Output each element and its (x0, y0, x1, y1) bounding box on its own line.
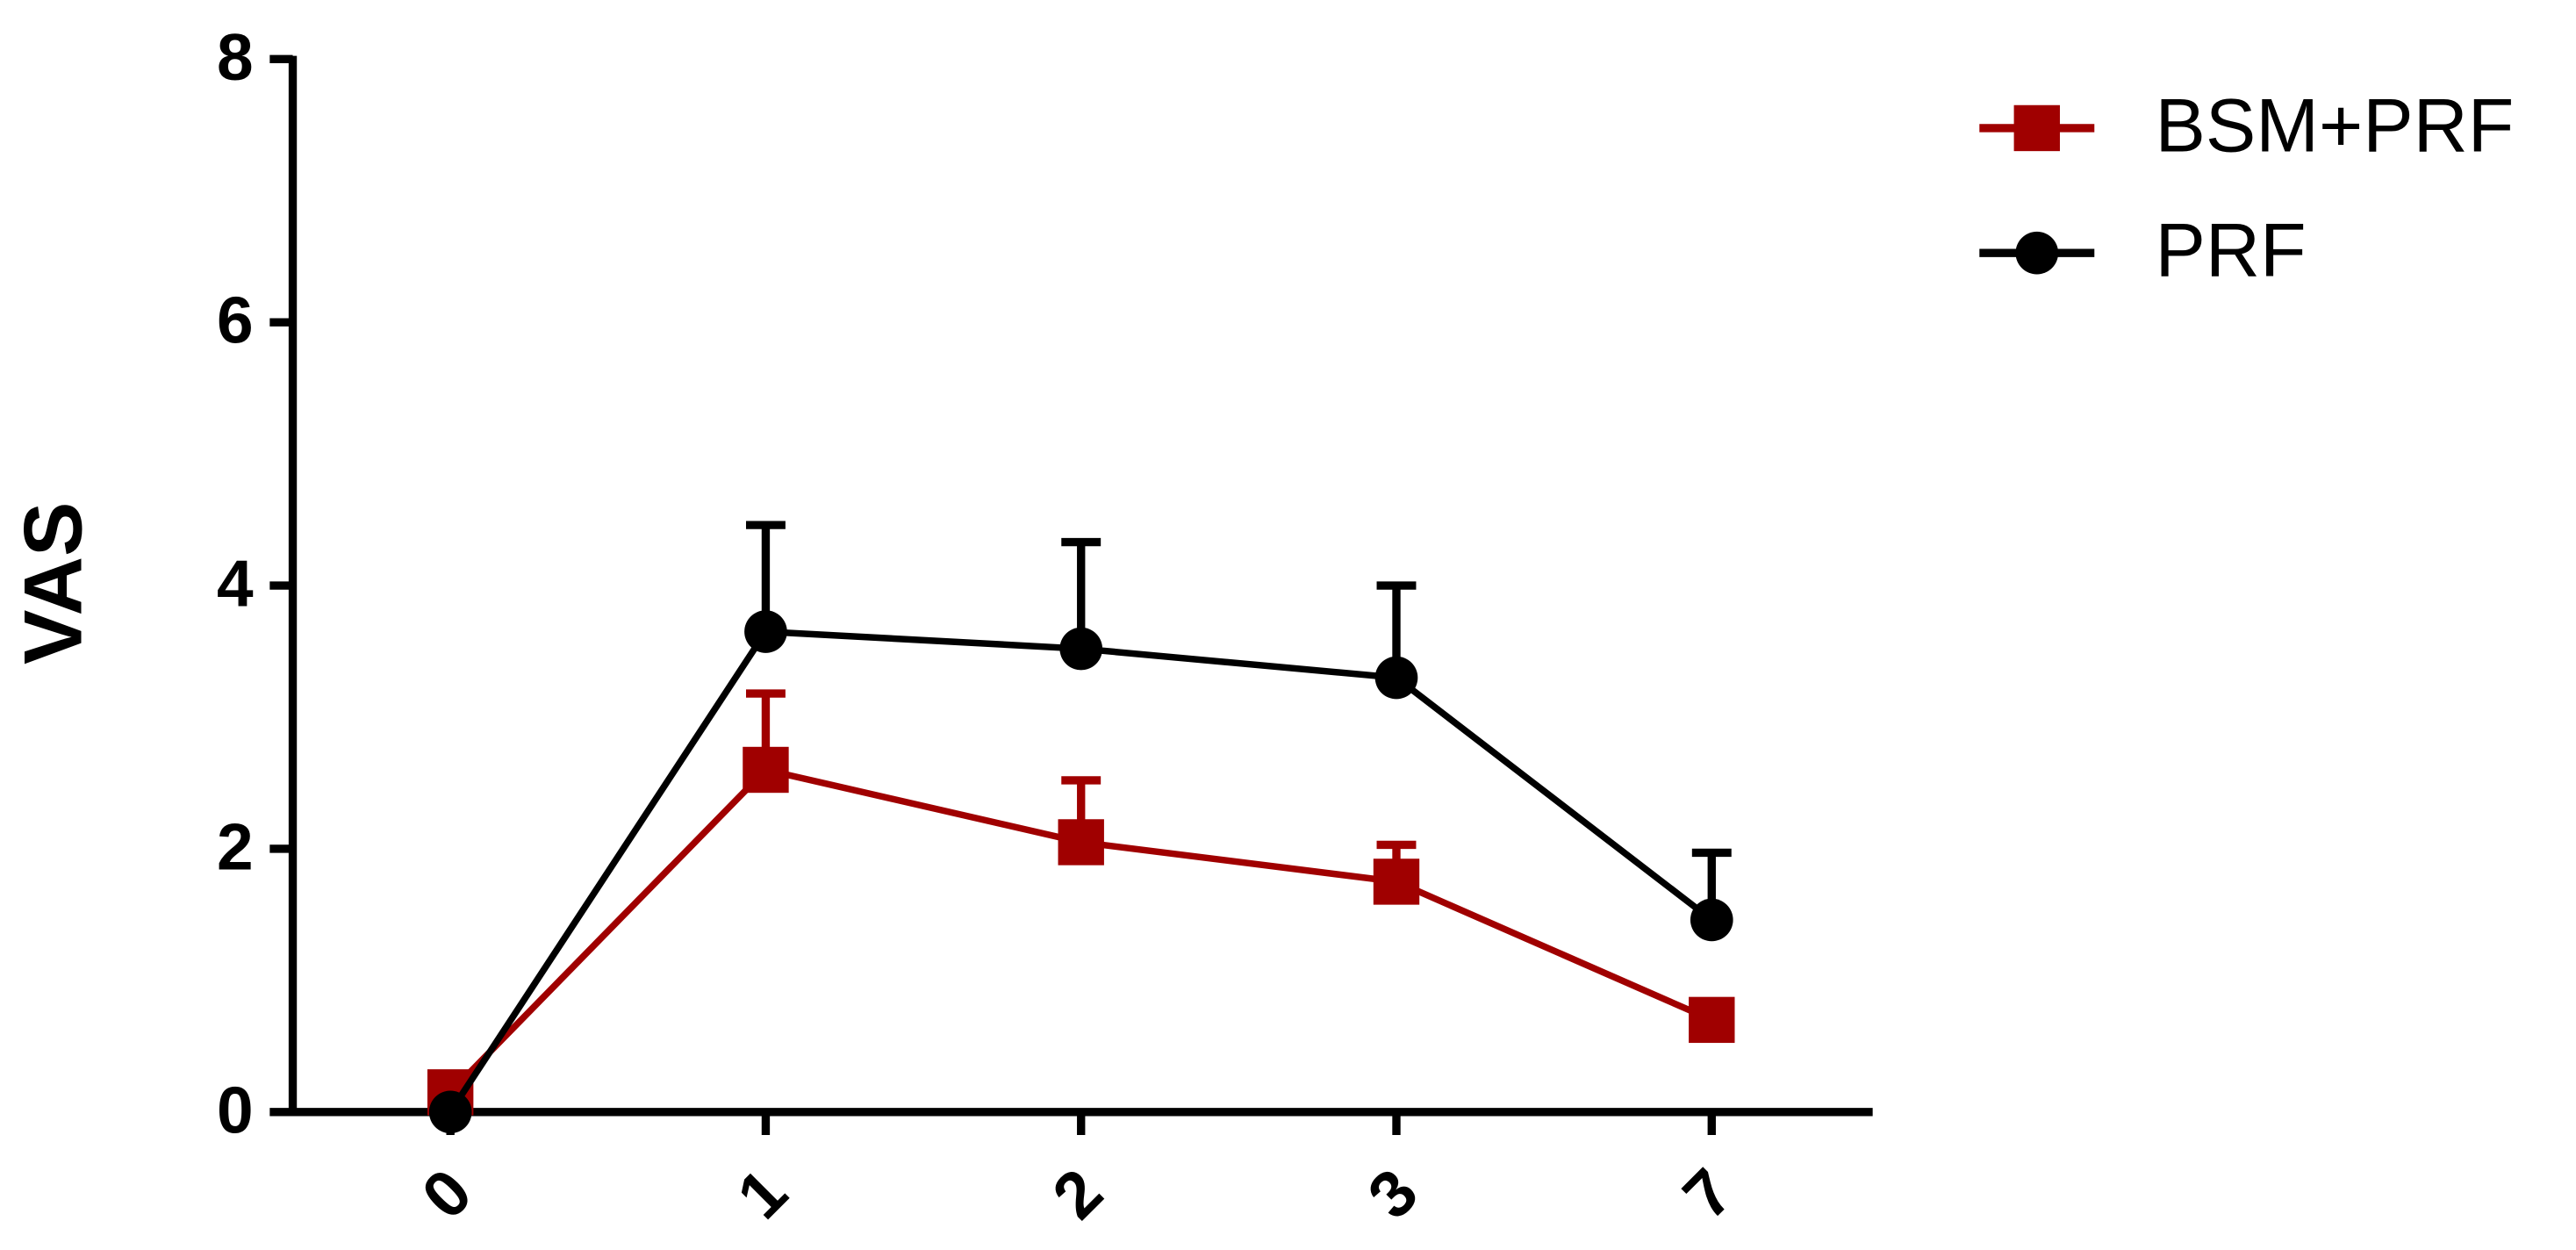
y-tick-label: 4 (217, 547, 254, 621)
x-tick-label: 7 (1668, 1154, 1747, 1232)
legend-marker (2015, 231, 2059, 275)
x-tick-label: 3 (1353, 1154, 1432, 1232)
data-point (1689, 996, 1735, 1044)
data-point (1373, 858, 1420, 905)
data-point (744, 610, 787, 653)
y-axis-label: VAS (7, 502, 99, 665)
data-point (743, 746, 789, 794)
y-tick-label: 0 (217, 1073, 254, 1146)
y-tick-label: 8 (217, 20, 254, 94)
x-tick-label: 0 (407, 1154, 485, 1232)
data-point (428, 1090, 472, 1134)
legend-label: PRF (2156, 209, 2307, 293)
legend-label: BSM+PRF (2156, 83, 2515, 168)
data-point (1374, 656, 1418, 700)
y-tick-label: 2 (217, 809, 254, 883)
series-line (448, 628, 1714, 1114)
legend-marker (2013, 104, 2060, 152)
data-point (1690, 898, 1733, 942)
x-tick-label: 2 (1038, 1154, 1116, 1232)
data-point (1058, 819, 1104, 866)
data-point (1059, 627, 1103, 671)
x-tick-label: 1 (723, 1154, 801, 1232)
y-tick-label: 6 (217, 284, 254, 357)
